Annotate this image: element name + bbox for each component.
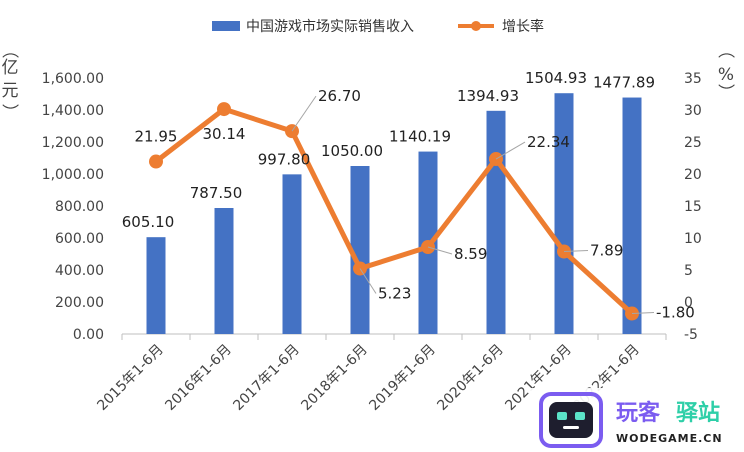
legend: 中国游戏市场实际销售收入 增长率 (212, 18, 544, 35)
watermark-text-b: 驿站 (676, 401, 720, 426)
right-axis-tick-label: 25 (684, 135, 702, 151)
robot-logo-icon (539, 392, 603, 448)
left-unit-char: （ (0, 42, 19, 59)
right-axis-unit: （ % ） (715, 42, 735, 101)
growth-rate-point (217, 102, 231, 117)
x-axis-tick-marks (121, 334, 667, 340)
line-value-label: 22.34 (527, 133, 570, 151)
bar-value-label: 1504.93 (525, 69, 587, 87)
bar-value-label: 605.10 (122, 213, 175, 231)
bar-value-label: 997.80 (258, 150, 311, 168)
right-axis-tick-label: 20 (684, 167, 702, 183)
legend-line-marker (471, 21, 481, 31)
right-axis-tick-label: 30 (684, 103, 702, 119)
line-value-label: 5.23 (378, 285, 411, 303)
left-unit-char: ） (0, 104, 19, 121)
line-value-label: 21.95 (135, 128, 178, 146)
line-label-leader (427, 246, 453, 255)
left-axis-tick-label: 0.00 (73, 327, 104, 343)
legend-line-label: 增长率 (502, 18, 544, 35)
bar-series (146, 93, 642, 334)
bar-value-label: 1477.89 (593, 74, 655, 92)
left-axis-ticks: 0.00 200.00 400.00 600.00 800.00 1,000.00 1,20… (42, 71, 104, 343)
bar (282, 174, 302, 334)
bar-value-label: 1140.19 (389, 128, 451, 146)
line-value-label: 26.70 (318, 87, 361, 105)
line-value-label: 30.14 (203, 125, 246, 143)
right-unit-char: （ (715, 42, 735, 59)
bar (622, 97, 642, 334)
right-axis-ticks: -5 0 5 10 15 20 25 30 35 (684, 71, 702, 343)
left-axis-tick-label: 800.00 (55, 199, 104, 215)
line-label-leader (631, 312, 655, 315)
x-axis-category-label: 2019年1-6月 (366, 342, 438, 414)
bar (554, 93, 574, 334)
x-axis-category-label: 2020年1-6月 (434, 342, 506, 414)
right-axis-tick-label: 35 (684, 71, 702, 87)
line-series (149, 102, 639, 321)
right-unit-char: ） (715, 84, 735, 101)
right-axis-tick-label: 0 (684, 295, 693, 311)
line-label-leader (563, 250, 589, 253)
watermark-domain: WODEGAME.CN (616, 432, 723, 445)
left-axis-tick-label: 1,000.00 (42, 167, 104, 183)
x-axis-category-label: 2017年1-6月 (230, 342, 302, 414)
bar-value-label: 787.50 (190, 184, 243, 202)
line-label-leader (495, 141, 526, 160)
growth-rate-point (149, 154, 163, 169)
watermark-text-a: 玩客 (616, 400, 661, 426)
x-axis-category-label: 2016年1-6月 (162, 342, 234, 414)
left-axis-tick-label: 1,400.00 (42, 103, 104, 119)
right-axis-tick-label: 5 (684, 263, 693, 279)
right-axis-tick-label: -5 (684, 327, 698, 343)
line-value-label: 8.59 (454, 245, 487, 263)
line-value-label: -1.80 (656, 304, 695, 322)
legend-bar-swatch (212, 21, 240, 31)
left-axis-tick-label: 1,600.00 (42, 71, 104, 87)
bar-value-label: 1050.00 (321, 142, 383, 160)
x-axis-category-label: 2018年1-6月 (298, 342, 370, 414)
bar (146, 237, 166, 334)
left-axis-tick-label: 600.00 (55, 231, 104, 247)
right-axis-tick-label: 15 (684, 199, 702, 215)
left-axis-unit: （ 亿 元 ） (0, 42, 19, 121)
bar-data-labels: 605.10 787.50 997.80 1050.00 1140.19 1394.93 1… (122, 69, 655, 231)
line-label-leader (359, 268, 377, 294)
right-axis-tick-label: 10 (684, 231, 702, 247)
bar (214, 208, 234, 334)
left-axis-tick-label: 200.00 (55, 295, 104, 311)
bar-value-label: 1394.93 (457, 87, 519, 105)
line-value-label: 7.89 (590, 242, 623, 260)
watermark-logo: 玩客 驿站 WODEGAME.CN (530, 388, 744, 452)
line-label-leader (291, 95, 317, 132)
growth-rate-line (154, 106, 634, 316)
bar (350, 166, 370, 334)
left-axis-tick-label: 400.00 (55, 263, 104, 279)
left-unit-char: 亿 (2, 58, 19, 78)
left-unit-char: 元 (2, 81, 19, 101)
right-unit-char: % (718, 65, 734, 85)
line-data-labels: 21.95 30.14 26.70 5.23 8.59 22.34 7.89 -1.80 (135, 87, 695, 321)
bar (486, 110, 506, 334)
legend-bar-label: 中国游戏市场实际销售收入 (246, 18, 414, 35)
left-axis-tick-label: 1,200.00 (42, 135, 104, 151)
x-axis-category-label: 2015年1-6月 (94, 342, 166, 414)
